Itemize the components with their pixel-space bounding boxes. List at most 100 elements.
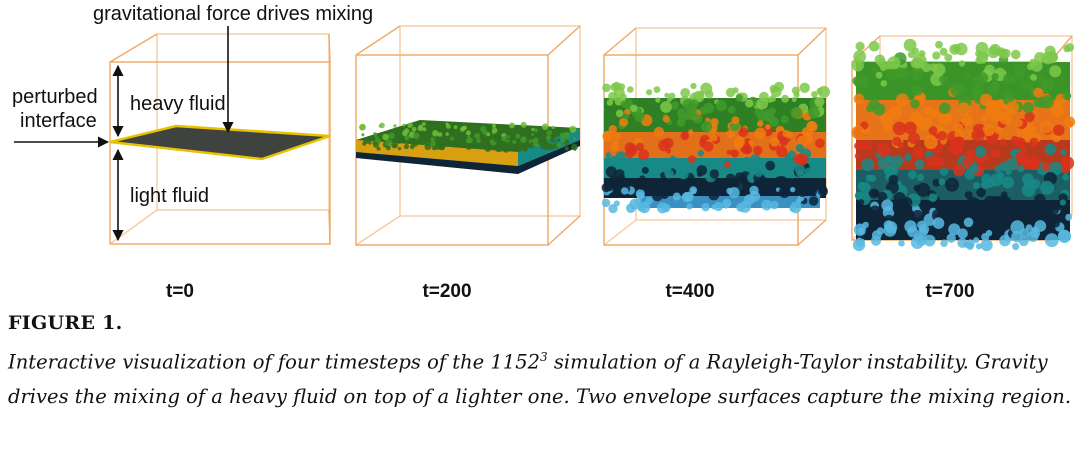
fluid-blob	[870, 235, 882, 246]
fluid-blob	[971, 128, 985, 142]
fluid-blob	[738, 127, 749, 138]
fluid-blob	[761, 176, 767, 182]
fluid-blob	[690, 103, 697, 110]
fluid-blob	[944, 53, 953, 62]
fluid-blob	[728, 187, 740, 199]
fluid-blob	[618, 158, 630, 171]
simulation-box-wireframe	[109, 33, 331, 245]
fluid-blob	[1011, 135, 1019, 144]
fluid-blob	[873, 103, 886, 116]
fluid-blob	[853, 93, 865, 105]
fluid-blob	[1027, 203, 1037, 214]
fluid-blob	[939, 102, 951, 114]
fluid-blob	[608, 125, 617, 134]
fluid-blob	[953, 137, 960, 144]
fluid-blob	[621, 187, 629, 195]
fluid-blob	[501, 146, 507, 152]
fluid-blob	[465, 130, 471, 136]
fluid-blob	[359, 124, 366, 131]
fluid-blob	[1060, 156, 1075, 170]
fluid-blob	[1010, 149, 1017, 156]
fluid-blob	[402, 123, 406, 127]
fluid-blob	[969, 164, 979, 174]
perturbed-annotation-line2: interface	[20, 110, 97, 132]
fluid-blob	[796, 135, 808, 147]
fluid-blob	[560, 137, 566, 143]
fluid-blob	[957, 228, 968, 239]
fluid-blob	[677, 108, 686, 118]
fluid-blob	[665, 148, 672, 154]
fluid-blob	[476, 138, 481, 144]
fluid-blob	[1019, 228, 1030, 239]
fluid-blob	[991, 73, 999, 81]
fluid-blob	[445, 132, 450, 136]
fluid-blob	[979, 93, 993, 107]
panel-t700: t=700	[851, 35, 1076, 300]
fluid-blob	[855, 41, 865, 51]
fluid-blob	[411, 126, 417, 132]
fluid-blob	[911, 47, 920, 55]
fluid-blob	[620, 100, 627, 108]
fluid-blob	[623, 113, 630, 120]
fluid-blob	[781, 94, 790, 103]
fluid-blob	[363, 137, 370, 144]
mixing-blobs-texture	[851, 38, 1076, 252]
fluid-blob	[905, 210, 916, 221]
fluid-blob	[664, 168, 674, 179]
fluid-blob	[958, 60, 966, 67]
fluid-blob	[1065, 43, 1075, 52]
fluid-blob	[506, 144, 512, 150]
fluid-blob	[932, 217, 945, 229]
fluid-blob	[729, 149, 737, 157]
fluid-blob	[904, 220, 917, 233]
fluid-blob	[910, 99, 920, 109]
fluid-blob	[939, 75, 948, 84]
fluid-blob	[791, 97, 797, 102]
fluid-blob	[373, 141, 379, 148]
fluid-blob	[520, 121, 527, 128]
fluid-blob	[1064, 116, 1076, 128]
fluid-blob	[888, 105, 903, 119]
fluid-blob	[868, 205, 882, 219]
fluid-blob	[877, 58, 887, 68]
fluid-blob	[928, 126, 938, 136]
fluid-blob	[711, 134, 718, 142]
fluid-blob	[697, 150, 704, 157]
fluid-blob	[1059, 199, 1066, 206]
fluid-blob	[804, 167, 813, 177]
fluid-blob	[914, 147, 922, 156]
fluid-blob	[749, 185, 759, 195]
fluid-blob	[1006, 101, 1019, 114]
fluid-blob	[412, 132, 420, 140]
fluid-blob	[497, 147, 502, 153]
fluid-blob	[814, 96, 825, 107]
fluid-blob	[1060, 149, 1067, 156]
caption-label: FIGURE 1.	[8, 312, 123, 334]
fluid-blob	[809, 162, 816, 169]
gravity-annotation: gravitational force drives mixing	[93, 3, 373, 25]
fluid-blob	[689, 186, 698, 195]
fluid-blob	[614, 169, 625, 180]
fluid-blob	[563, 131, 571, 139]
fluid-blob	[556, 142, 562, 148]
fluid-blob	[683, 191, 694, 202]
fluid-blob	[857, 181, 866, 191]
fluid-blob	[1036, 75, 1045, 83]
fluid-blob	[546, 135, 552, 141]
fluid-blob	[573, 147, 577, 151]
caption-text-part1: Interactive visualization of four timest…	[8, 350, 541, 374]
fluid-blob	[1040, 120, 1053, 134]
fluid-blob	[543, 141, 548, 145]
fluid-blob	[982, 123, 995, 137]
mixing-blobs-texture	[601, 81, 830, 214]
fluid-blob	[912, 74, 919, 81]
fluid-blob	[877, 191, 888, 202]
fluid-blob	[705, 182, 716, 193]
fluid-blob	[1058, 193, 1068, 203]
fluid-blob	[877, 158, 889, 170]
fluid-blob	[461, 125, 467, 131]
fluid-blob	[963, 72, 971, 80]
fluid-blob	[782, 129, 790, 138]
fluid-blob	[1027, 230, 1039, 242]
fluid-blob	[1051, 218, 1060, 228]
